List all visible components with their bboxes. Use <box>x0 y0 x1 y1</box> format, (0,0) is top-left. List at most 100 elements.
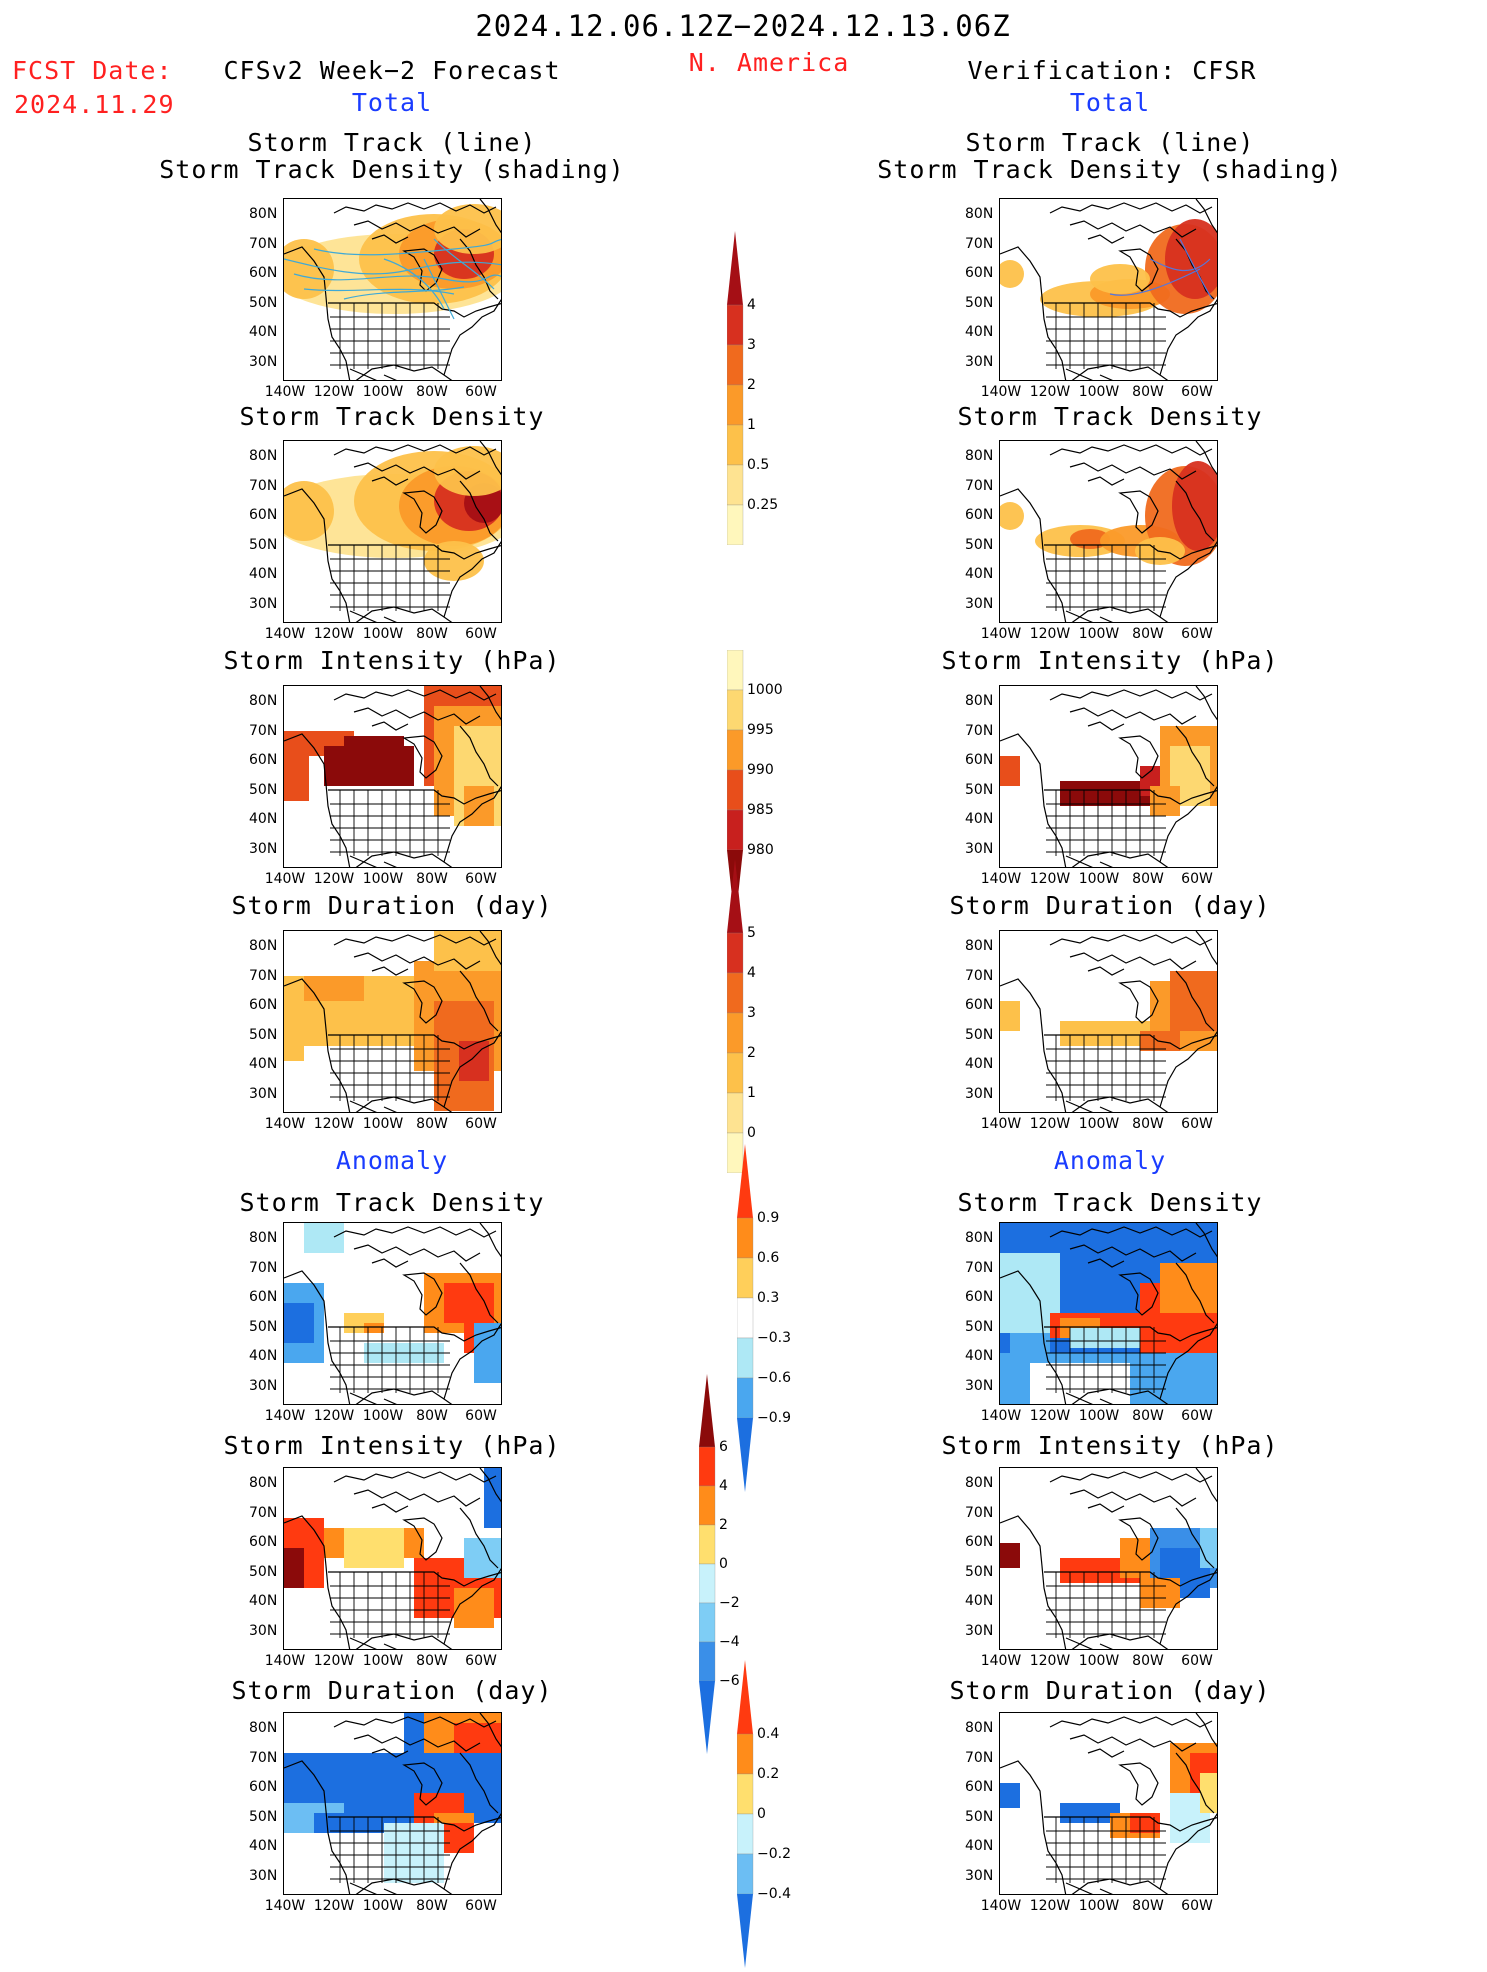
colorbar-anom_duration: 0.4 0.2 0 −0.2 −0.4 <box>736 1660 817 1968</box>
lat-tick-label: 70N <box>249 967 278 984</box>
lon-tick-label: 120W <box>1029 1653 1071 1669</box>
lat-tick-label: 30N <box>965 1868 994 1884</box>
colorbar-swatch <box>726 769 744 811</box>
lat-tick-label: 30N <box>249 841 278 857</box>
forecast-total-label: Total <box>351 88 433 117</box>
colorbar-swatch <box>736 1773 754 1815</box>
lat-tick-label: 50N <box>249 536 278 553</box>
colorbar-tick-label: 1 <box>747 1085 756 1101</box>
lat-tick-label: 50N <box>249 294 278 311</box>
lat-tick-label: 30N <box>965 596 994 612</box>
panel-title: Storm Track Density <box>957 1188 1263 1217</box>
colorbar-tick-label: 0 <box>719 1556 728 1572</box>
lon-tick-label: 120W <box>1029 626 1071 642</box>
lat-tick-label: 70N <box>965 967 994 984</box>
colorbar-tick-label: 1 <box>747 417 756 433</box>
colorbar-swatch <box>698 1446 716 1487</box>
lat-tick-label: 30N <box>249 354 278 370</box>
colorbar-tick-label: 4 <box>719 1478 728 1494</box>
region-label: N. America <box>688 48 850 77</box>
panel-title: Storm Intensity (hPa) <box>223 1431 561 1460</box>
colorbar-swatch <box>726 384 744 426</box>
lon-tick-label: 60W <box>465 1408 497 1424</box>
lon-tick-label: 60W <box>465 1898 497 1914</box>
storm-track-line <box>433 238 495 290</box>
panel-title: Storm Track Density <box>957 402 1263 431</box>
map-panel-vf-track <box>999 198 1218 381</box>
lon-tick-label: 140W <box>264 1116 306 1132</box>
lon-tick-label: 120W <box>313 1408 355 1424</box>
map-panel-fc-anom-duration <box>283 1712 502 1895</box>
lon-tick-label: 140W <box>980 871 1022 887</box>
lat-tick-label: 50N <box>249 1563 278 1580</box>
lat-tick-label: 80N <box>965 938 994 954</box>
lon-tick-label: 80W <box>1132 626 1164 642</box>
lon-tick-label: 140W <box>980 626 1022 642</box>
map-panel-fc-anom-intensity <box>283 1467 502 1650</box>
lon-tick-label: 120W <box>1029 1898 1071 1914</box>
lon-tick-label: 80W <box>416 384 448 400</box>
density-shading <box>284 204 501 314</box>
lat-tick-label: 80N <box>249 1720 278 1736</box>
colorbar-swatch <box>726 464 744 506</box>
colorbar-tick-label: 0.5 <box>747 457 770 473</box>
lat-tick-label: 30N <box>965 841 994 857</box>
lon-tick-label: 120W <box>1029 1116 1071 1132</box>
colorbar-tick-label: −0.2 <box>757 1846 791 1862</box>
lat-tick-label: 80N <box>965 1230 994 1246</box>
lat-tick-label: 60N <box>965 1534 994 1551</box>
lat-tick-label: 70N <box>965 722 994 739</box>
period-title: 2024.12.06.12Z−2024.12.13.06Z <box>475 9 1011 43</box>
map-panel-fc-anom-density <box>283 1222 502 1405</box>
colorbar-swatch <box>726 304 744 346</box>
lat-tick-label: 30N <box>249 1623 278 1639</box>
lon-tick-label: 100W <box>1078 384 1120 400</box>
lat-tick-label: 40N <box>965 324 994 341</box>
colorbar-swatch <box>699 1681 715 1754</box>
colorbar-duration: 5 4 3 2 1 0 <box>726 859 807 1174</box>
lon-tick-label: 120W <box>313 871 355 887</box>
panel-title: Storm Duration (day) <box>949 891 1271 920</box>
map-plot <box>1000 1223 1217 1404</box>
lat-tick-label: 50N <box>249 781 278 798</box>
colorbar-tick-label: 3 <box>747 1005 756 1021</box>
verification-anomaly-label: Anomaly <box>1053 1146 1167 1175</box>
lat-tick-label: 30N <box>249 596 278 612</box>
lat-tick-label: 40N <box>965 811 994 828</box>
lon-tick-label: 80W <box>416 626 448 642</box>
lat-tick-label: 60N <box>965 752 994 769</box>
lon-tick-label: 60W <box>1181 1116 1213 1132</box>
lon-tick-label: 140W <box>264 1653 306 1669</box>
forecast-anomaly-label: Anomaly <box>335 1146 449 1175</box>
colorbar-tick-label: 6 <box>719 1439 728 1455</box>
verification-title: Verification: CFSR <box>967 56 1257 85</box>
lon-tick-label: 60W <box>1181 1898 1213 1914</box>
lon-tick-label: 80W <box>1132 1408 1164 1424</box>
lat-tick-label: 30N <box>965 354 994 370</box>
lon-tick-label: 80W <box>1132 384 1164 400</box>
lat-tick-label: 80N <box>249 693 278 709</box>
lon-tick-label: 100W <box>362 1116 404 1132</box>
map-plot <box>1000 1713 1217 1894</box>
lat-tick-label: 50N <box>965 1026 994 1043</box>
panel-title: Storm Duration (day) <box>949 1676 1271 1705</box>
colorbar-tick-label: −0.3 <box>757 1330 791 1346</box>
colorbar-density: 4 3 2 1 0.5 0.25 <box>726 231 807 546</box>
lat-tick-label: 30N <box>965 1623 994 1639</box>
colorbar-tick-label: 0.9 <box>757 1210 780 1226</box>
density-shading <box>1000 219 1217 317</box>
lon-tick-label: 140W <box>264 1408 306 1424</box>
lat-tick-label: 30N <box>249 1868 278 1884</box>
lon-tick-label: 100W <box>1078 1408 1120 1424</box>
lat-tick-label: 40N <box>249 1056 278 1073</box>
lon-tick-label: 100W <box>1078 1116 1120 1132</box>
lon-tick-label: 120W <box>1029 384 1071 400</box>
lon-tick-label: 80W <box>416 1653 448 1669</box>
lat-tick-label: 80N <box>965 1475 994 1491</box>
lat-tick-label: 70N <box>965 1504 994 1521</box>
lat-tick-label: 30N <box>965 1378 994 1394</box>
density-shading <box>284 446 501 581</box>
lon-tick-label: 60W <box>1181 871 1213 887</box>
colorbar-tick-label: −2 <box>719 1595 740 1611</box>
colorbar-swatch <box>727 859 743 933</box>
